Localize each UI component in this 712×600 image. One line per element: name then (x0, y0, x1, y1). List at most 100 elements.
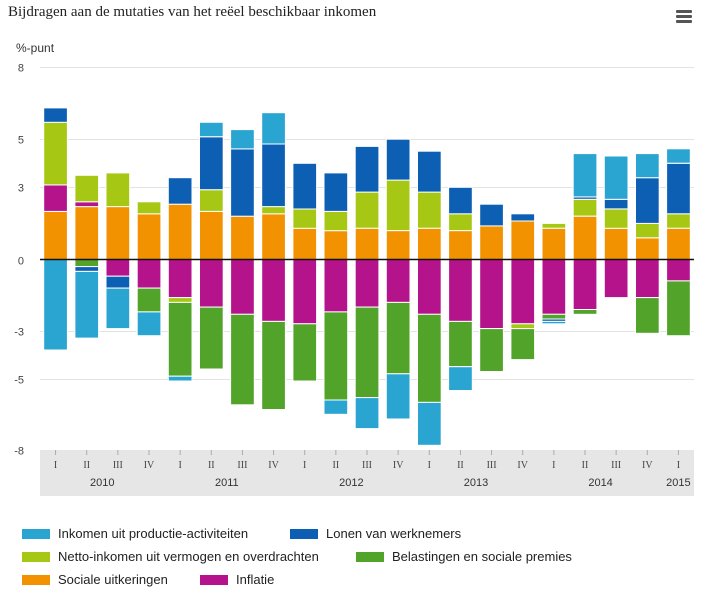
bar-segment (603, 208, 629, 229)
bar-segment (479, 259, 504, 330)
bar-segment (572, 215, 598, 260)
legend-swatch (22, 529, 50, 539)
bar-segment (323, 311, 349, 401)
bar-segment (417, 227, 442, 260)
bar-segment (323, 230, 349, 261)
bar-segment (448, 259, 473, 322)
bar-segment (167, 301, 193, 377)
bar-segment (448, 186, 473, 215)
bar-segment (292, 227, 318, 260)
bar-segment (136, 287, 162, 313)
bar-segment (230, 215, 255, 260)
bar-segment (105, 172, 131, 208)
bar-segment (261, 112, 286, 145)
bar-segment (43, 184, 68, 212)
bar-segment (167, 177, 193, 205)
quarter-label: I (552, 460, 555, 471)
quarter-label: III (113, 460, 123, 471)
bar-segment (74, 270, 100, 339)
y-tick-label: -8 (14, 446, 24, 458)
bar-segment (448, 320, 473, 368)
quarter-label: I (428, 460, 431, 471)
legend-label: Sociale uitkeringen (58, 572, 168, 587)
bar-segment (666, 148, 691, 164)
bar-segment (510, 213, 536, 222)
bar-segment (323, 172, 349, 212)
bar-segment (354, 259, 380, 308)
bar-segment (603, 227, 629, 260)
bar-segment (74, 266, 100, 272)
year-label: 2010 (90, 477, 114, 489)
hamburger-menu-icon[interactable] (676, 10, 692, 24)
legend-swatch (22, 575, 50, 585)
bar-segment (136, 201, 162, 215)
bar-segment (666, 259, 691, 282)
quarter-label: IV (268, 460, 279, 471)
bar-segment (230, 313, 255, 406)
legend-label: Netto-inkomen uit vermogen en overdracht… (58, 549, 319, 564)
bar-segment (510, 220, 536, 260)
bar-segment (635, 177, 660, 224)
bar-segment (261, 259, 286, 322)
bar-segment (666, 213, 691, 229)
legend-swatch (356, 552, 384, 562)
bar-segment (261, 206, 286, 215)
bar-segment (572, 153, 598, 198)
bar-segment (199, 306, 224, 370)
bar-segment (417, 313, 442, 403)
bar-segment (199, 136, 224, 191)
bar-segment (323, 210, 349, 232)
quarter-label: IV (144, 460, 155, 471)
bar-segment (541, 222, 567, 229)
bar-segment (417, 150, 442, 193)
bar-segment (43, 107, 68, 123)
bar-segment (167, 203, 193, 260)
bar-segment (136, 259, 162, 289)
bar-segment (541, 259, 567, 315)
bar-segment (385, 259, 411, 303)
bar-segment (448, 366, 473, 392)
bar-segment (666, 227, 691, 260)
quarter-label: I (677, 460, 680, 471)
y-tick-label: 8 (18, 63, 24, 75)
bar-segment (635, 237, 660, 261)
bar-segment (479, 328, 504, 373)
bar-segment (385, 373, 411, 420)
bar-segment (261, 143, 286, 208)
bar-segment (635, 222, 660, 239)
bar-segment (74, 206, 100, 261)
bar-segment (199, 210, 224, 260)
bar-segment (666, 162, 691, 215)
quarter-label: III (611, 460, 621, 471)
legend-label: Inflatie (236, 572, 275, 587)
quarter-label: I (54, 460, 57, 471)
bar-segment (603, 155, 629, 200)
bar-segment (323, 399, 349, 415)
y-axis-unit-label: %-punt (16, 41, 55, 55)
bar-segment (292, 259, 318, 325)
quarter-label: II (333, 460, 340, 471)
bar-segment (323, 259, 349, 313)
bar-segment (354, 145, 380, 193)
bar-segment (43, 121, 68, 186)
legend-swatch (290, 529, 318, 539)
bar-segment (541, 227, 567, 260)
y-tick-label: 3 (18, 183, 24, 195)
bar-segment (385, 230, 411, 261)
quarter-label: III (237, 460, 247, 471)
bar-segment (230, 148, 255, 217)
bar-segment (385, 179, 411, 232)
quarter-label: I (178, 460, 181, 471)
bar-segment (479, 203, 504, 227)
bar-segment (635, 259, 660, 299)
bar-segment (417, 191, 442, 229)
quarter-label: II (457, 460, 464, 471)
bar-segment (292, 162, 318, 210)
y-tick-label: 0 (18, 256, 24, 268)
bar-segment (510, 328, 536, 361)
bar-segment (292, 208, 318, 229)
bar-segment (385, 138, 411, 181)
legend-label: Inkomen uit productie-activiteiten (58, 526, 249, 541)
bar-segment (510, 323, 536, 330)
bar-segment (448, 230, 473, 261)
